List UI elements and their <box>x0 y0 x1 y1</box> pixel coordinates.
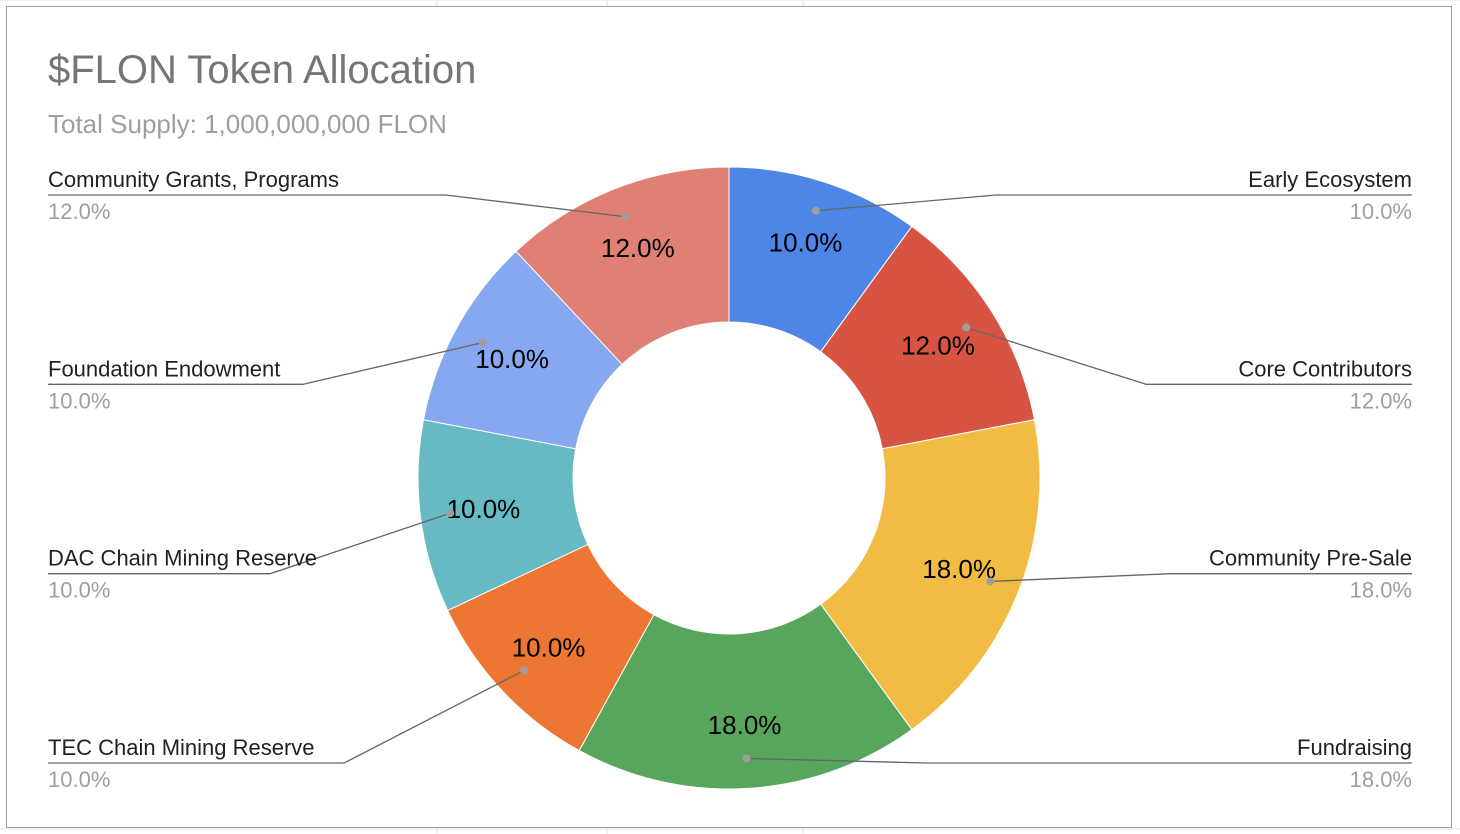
slice-labels: 10.0% 12.0% 18.0% 18.0% 10.0% 10.0% 10.0% 12.0% <box>447 228 996 740</box>
callout-leader-line <box>966 326 1412 385</box>
slice-value-label: 18.0% <box>922 554 996 584</box>
callout-percent: 12.0% <box>48 199 110 224</box>
callout-labels: Early Ecosystem 10.0% Core Contributors 12.… <box>48 167 1412 792</box>
callout-label-foundation-endowment: Foundation Endowment <box>48 356 280 381</box>
callout-leader-line <box>990 573 1412 583</box>
slice-value-label: 12.0% <box>901 330 975 360</box>
callout-leader-line <box>48 512 451 575</box>
callout-label-tec-chain-mining-reserve: TEC Chain Mining Reserve <box>48 735 315 760</box>
slice-value-label: 12.0% <box>601 233 675 263</box>
callout-leader-line <box>815 194 1412 212</box>
slice-value-label: 18.0% <box>708 710 782 740</box>
callout-anchor-dot <box>742 754 751 763</box>
callout-label-early-ecosystem: Early Ecosystem <box>1248 167 1412 192</box>
slice-value-label: 10.0% <box>475 344 549 374</box>
chart-container[interactable]: $FLON Token Allocation Total Supply: 1,0… <box>6 6 1452 828</box>
callout-anchor-dot <box>446 509 455 518</box>
donut-chart: $FLON Token Allocation Total Supply: 1,0… <box>48 48 1412 792</box>
chart-title: $FLON Token Allocation <box>48 48 476 92</box>
callout-label-community-pre-sale: Community Pre-Sale <box>1209 546 1412 571</box>
callout-percent: 10.0% <box>1350 199 1412 224</box>
callout-percent: 18.0% <box>1350 767 1412 792</box>
callout-anchor-dot <box>986 577 995 586</box>
callout-leader-line <box>746 757 1412 764</box>
slice-value-label: 10.0% <box>512 632 586 662</box>
callout-leader-line <box>48 669 525 764</box>
callout-anchor-dot <box>478 338 487 347</box>
callout-anchor-dot <box>520 666 529 675</box>
chart-subtitle: Total Supply: 1,000,000,000 FLON <box>48 109 447 139</box>
callout-anchor-dot <box>811 206 820 215</box>
callout-label-core-contributors: Core Contributors <box>1238 356 1412 381</box>
slice-community-pre-sale[interactable] <box>819 419 1041 731</box>
callout-label-community-grants-programs: Community Grants, Programs <box>48 167 339 192</box>
callout-anchor-dot <box>962 323 971 332</box>
callout-leader-line <box>48 341 483 385</box>
slice-value-label: 10.0% <box>447 494 521 524</box>
callout-percent: 18.0% <box>1350 578 1412 603</box>
callout-percent: 10.0% <box>48 388 110 413</box>
slice-fundraising[interactable] <box>578 603 913 790</box>
callout-anchor-dot <box>621 212 630 221</box>
callout-label-fundraising: Fundraising <box>1297 735 1412 760</box>
callout-label-dac-chain-mining-reserve: DAC Chain Mining Reserve <box>48 546 317 571</box>
callout-percent: 10.0% <box>48 578 110 603</box>
callout-percent: 12.0% <box>1350 388 1412 413</box>
callout-leader-line <box>48 194 626 218</box>
callout-percent: 10.0% <box>48 767 110 792</box>
slice-value-label: 10.0% <box>769 228 843 258</box>
donut-slices <box>417 166 1041 790</box>
